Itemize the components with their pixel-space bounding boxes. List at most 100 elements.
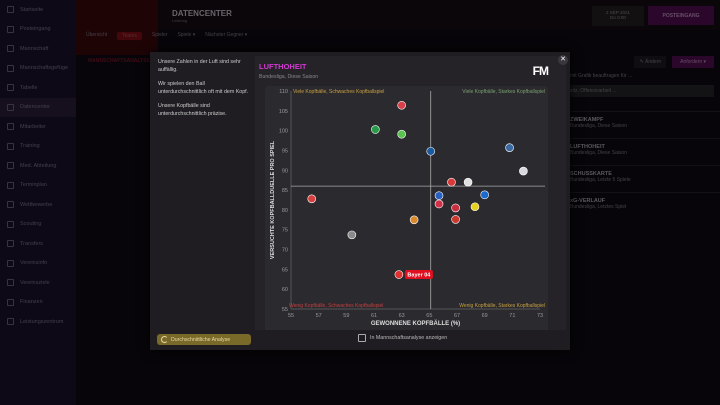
team-crest-point — [451, 203, 460, 213]
team-crest-point — [447, 177, 456, 187]
y-tick-label: 85 — [282, 188, 288, 194]
team-crest-point — [347, 230, 357, 240]
nav-icon — [7, 318, 14, 326]
filter-select[interactable]: sitz, Offensivarbeit ... — [570, 85, 714, 97]
team-crest-point — [470, 202, 480, 212]
continue-button[interactable]: POSTEINGANG — [648, 6, 714, 25]
date-button[interactable]: 2 SEP 2021 Do 0:00 — [592, 6, 644, 26]
nav-icon — [7, 220, 14, 228]
insight-2: Wir spielen den Ball unterdurchschnittli… — [158, 81, 249, 95]
analysis-card[interactable]: xG-VERLAUF Bundesliga, Letztes Spiel — [570, 192, 720, 219]
sidebar-item-label: Mannschaftsgefüge — [20, 65, 69, 72]
x-tick-label: 57 — [316, 313, 322, 319]
sidebar-item[interactable]: Posteingang — [0, 20, 76, 40]
checkbox-box[interactable] — [358, 334, 366, 342]
sidebar-item-label: Vereinsziele — [20, 279, 50, 286]
sidebar-item[interactable]: Vereinsziele — [0, 273, 76, 293]
team-crest-point — [505, 143, 514, 152]
sidebar-item[interactable]: Vereinsinfo — [0, 254, 76, 274]
y-tick-label: 70 — [282, 248, 288, 254]
y-tick-label: 90 — [282, 168, 288, 174]
scatter-chart: 55 57 59 61 63 65 67 69 71 73 55 60 65 70 75 80 85 90 95 10… — [265, 86, 548, 330]
close-icon[interactable]: ✕ — [558, 55, 568, 65]
card-title: xG-VERLAUF — [570, 198, 606, 204]
assign-text: mit Grafik beauftragen für ... — [570, 73, 633, 79]
nav-icon — [7, 162, 14, 170]
sidebar-item-label: Scouting — [20, 221, 42, 228]
card-title: LUFTHOHEIT — [570, 144, 605, 150]
team-crest-point — [394, 270, 404, 279]
tabs: Übersicht Teams Spieler Spiele ▾ Nächste… — [86, 32, 247, 40]
sidebar-item-label: Startseite — [20, 6, 44, 13]
card-subtitle: Bundesliga, Diese Saison — [570, 150, 627, 156]
average-analysis-button[interactable]: Durchschnittliche Analyse — [157, 334, 251, 345]
team-crest-point — [451, 215, 460, 224]
insight-text: Unsere Zahlen in der Luft sind sehr auff… — [158, 59, 252, 126]
sidebar-item-label: Terminplan — [20, 182, 47, 189]
sidebar-item[interactable]: Transfers — [0, 234, 76, 254]
nav-icon — [7, 298, 14, 306]
sidebar-item[interactable]: Startseite — [0, 0, 76, 20]
y-tick-label: 55 — [282, 307, 288, 313]
date-text: 2 SEP 2021 — [606, 10, 630, 15]
analysis-card[interactable]: ZWEIKAMPF Bundesliga, Diese Saison — [570, 111, 720, 138]
team-crest-point — [409, 215, 419, 225]
y-tick-label: 105 — [279, 109, 288, 115]
card-subtitle: Bundesliga, Letztes Spiel — [570, 204, 627, 210]
sidebar-item[interactable]: Training — [0, 137, 76, 157]
sidebar-item[interactable]: Wettbewerbe — [0, 195, 76, 215]
sidebar-item[interactable]: Finanzen — [0, 293, 76, 313]
sidebar-item[interactable]: Terminplan — [0, 176, 76, 196]
request-button[interactable]: Anfordern ▾ — [672, 56, 714, 68]
tab-players[interactable]: Spieler — [151, 32, 168, 38]
tab-teams[interactable]: Teams — [117, 32, 142, 40]
show-in-analysis-checkbox[interactable]: In Mannschaftsanalyse anzeigen — [358, 334, 447, 342]
sidebar-item[interactable]: Mitarbeiter — [0, 117, 76, 137]
chart-panel: LUFTHOHEIT Bundesliga, Diese Saison FM 5… — [255, 56, 566, 330]
team-crest-point — [397, 100, 406, 110]
nav-icon — [7, 279, 14, 287]
sidebar-item-label: Vereinsinfo — [20, 260, 48, 267]
insight-3: Unsere Kopfbälle sind unterdurchschnittl… — [158, 103, 227, 117]
tab-matches[interactable]: Spiele ▾ — [177, 32, 196, 38]
team-crest-point — [463, 177, 473, 187]
tab-next-opponent[interactable]: Nächster Gegner ▾ — [205, 32, 248, 38]
y-tick-label: 75 — [282, 228, 288, 234]
team-crest-point — [371, 125, 380, 134]
sidebar-item-label: Mannschaft — [20, 45, 49, 52]
sidebar-item[interactable]: Leistungszentrum — [0, 312, 76, 332]
fm-logo: FM — [532, 64, 549, 78]
edit-button[interactable]: ✎ Ändern — [634, 56, 667, 68]
card-title: SCHUSSKARTE — [570, 171, 612, 177]
card-title: ZWEIKAMPF — [570, 117, 604, 123]
sidebar-item[interactable]: Mannschaft — [0, 39, 76, 59]
sidebar-item[interactable]: Tabelle — [0, 78, 76, 98]
sidebar-item[interactable]: Mannschaftsgefüge — [0, 59, 76, 79]
sidebar-item[interactable]: Scouting — [0, 215, 76, 235]
sidebar-item-label: Datencenter — [20, 104, 50, 111]
team-crest-point — [397, 129, 406, 139]
chart-title: LUFTHOHEIT — [259, 62, 307, 71]
sidebar-item-label: Posteingang — [20, 26, 51, 33]
highlight-label: Bayer 04 — [407, 273, 431, 279]
tab-overview[interactable]: Übersicht — [86, 32, 108, 38]
analysis-card[interactable]: SCHUSSKARTE Bundesliga, Letzte 5 Spiele — [570, 165, 720, 192]
sidebar-item-label: Med. Abteilung — [20, 162, 57, 169]
team-crest-point — [480, 190, 489, 200]
sidebar-item[interactable]: Med. Abteilung — [0, 156, 76, 176]
chart-subtitle: Bundesliga, Diese Saison — [259, 74, 319, 80]
sidebar-item[interactable]: Datencenter — [0, 97, 76, 117]
card-subtitle: Bundesliga, Letzte 5 Spiele — [570, 177, 631, 183]
sidebar-item-label: Leistungszentrum — [20, 318, 64, 325]
nav-icon — [7, 259, 14, 267]
quadrant-label-bottom-left: Wenig Kopfbälle, Schwaches Kopfballspiel — [289, 303, 383, 309]
y-tick-label: 80 — [282, 208, 288, 214]
analysis-card[interactable]: LUFTHOHEIT Bundesliga, Diese Saison — [570, 138, 720, 165]
nav-icon — [7, 64, 14, 72]
nav-icon — [7, 123, 14, 131]
y-tick-label: 65 — [282, 267, 288, 273]
y-tick-label: 100 — [279, 129, 288, 135]
team-crest-point — [519, 166, 528, 176]
x-tick-label: 59 — [343, 313, 349, 319]
insight-1: Unsere Zahlen in der Luft sind sehr auff… — [158, 59, 241, 73]
